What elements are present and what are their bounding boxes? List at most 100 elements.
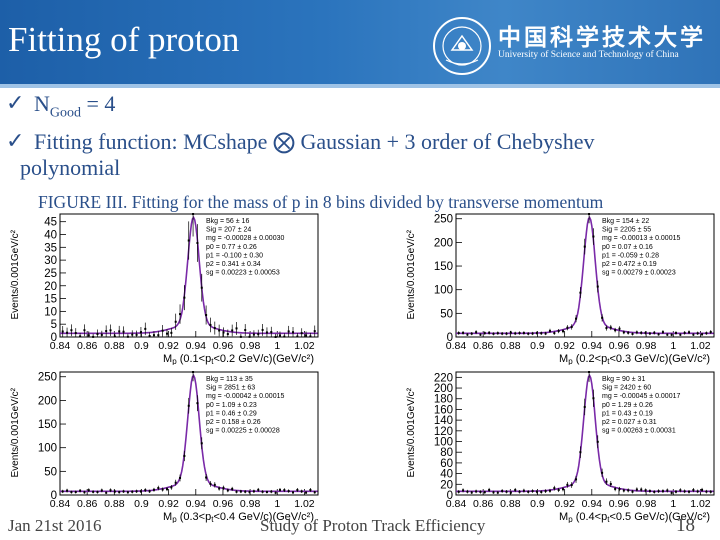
data-point xyxy=(96,333,99,336)
x-tick-label: 1.02 xyxy=(690,340,711,352)
data-point xyxy=(287,330,290,333)
data-point xyxy=(640,488,643,491)
data-point xyxy=(657,490,660,493)
data-point xyxy=(126,335,129,338)
data-point xyxy=(196,402,199,405)
data-point xyxy=(235,327,238,330)
fit-stat: Bkg = 90 ± 31 xyxy=(602,376,645,383)
data-point xyxy=(96,491,99,494)
fit-stat: sg = 0.00263 ± 0.00031 xyxy=(602,428,676,435)
fit-stat: p0 = 1.09 ± 0.23 xyxy=(206,402,257,409)
data-point xyxy=(666,333,669,336)
data-point xyxy=(218,487,221,490)
data-point xyxy=(705,332,708,335)
data-point xyxy=(205,476,208,479)
data-point xyxy=(222,486,225,489)
y-axis-label: Events/0.001GeV/c² xyxy=(10,387,21,477)
data-point xyxy=(475,331,478,334)
data-point xyxy=(688,490,691,493)
y-tick-label: 20 xyxy=(440,479,453,491)
data-point xyxy=(179,313,182,316)
data-point xyxy=(509,331,512,334)
data-point xyxy=(475,490,478,493)
data-point xyxy=(261,328,264,331)
data-point xyxy=(701,333,704,336)
data-point xyxy=(122,490,125,493)
data-point xyxy=(109,329,112,332)
data-point xyxy=(113,335,116,338)
data-point xyxy=(614,487,617,490)
x-axis-label-sub: t xyxy=(211,515,214,523)
data-point xyxy=(509,491,512,494)
data-point xyxy=(166,332,169,335)
y-tick-label: 120 xyxy=(434,426,453,438)
x-axis-label-sub: p xyxy=(172,357,177,365)
y-axis-label: Events/0.001GeV/c² xyxy=(406,229,417,319)
data-point xyxy=(701,488,704,491)
data-point xyxy=(70,491,73,494)
x-axis-label-unit: <0.4 GeV/c)(GeV/c²) xyxy=(213,511,314,523)
slide-title: Fitting of proton xyxy=(8,20,240,59)
data-point xyxy=(296,488,299,491)
x-tick-label: 0.96 xyxy=(213,340,234,352)
x-axis-label-sub: p xyxy=(172,515,177,523)
data-point xyxy=(231,329,234,332)
data-point xyxy=(118,491,121,494)
data-point xyxy=(166,488,169,491)
x-axis-label: Mp (0.1<pt<0.2 GeV/c)(GeV/c²) xyxy=(163,353,314,365)
data-point xyxy=(183,454,186,457)
data-point xyxy=(457,332,460,335)
fit-stat: p0 = 0.07 ± 0.16 xyxy=(602,244,653,251)
data-point xyxy=(244,329,247,332)
data-point xyxy=(618,327,621,330)
x-axis-label-sub: t xyxy=(211,357,214,365)
x-tick-label: 0.96 xyxy=(609,340,630,352)
y-tick-label: 180 xyxy=(434,394,453,406)
x-tick-label: 0.9 xyxy=(134,498,149,510)
data-point xyxy=(488,331,491,334)
data-point xyxy=(674,331,677,334)
data-point xyxy=(135,490,138,493)
data-point xyxy=(74,332,77,335)
figure-caption: FIGURE III. Fitting for the mass of p in… xyxy=(38,192,604,212)
data-point xyxy=(222,331,225,334)
data-point xyxy=(614,329,617,332)
data-point xyxy=(257,333,260,336)
university-name-cn: 中国科学技术大学 xyxy=(498,25,706,51)
x-tick-label: 0.84 xyxy=(446,340,467,352)
data-point xyxy=(653,331,656,334)
data-point xyxy=(83,491,86,494)
x-tick-label: 1.02 xyxy=(294,498,315,510)
data-point xyxy=(457,490,460,493)
data-point xyxy=(109,489,112,492)
x-axis-label-range: (0.1<p xyxy=(177,353,212,365)
data-point xyxy=(270,331,273,334)
data-point xyxy=(575,317,578,320)
y-tick-label: 40 xyxy=(440,469,453,481)
data-point xyxy=(179,476,182,479)
data-point xyxy=(274,491,277,494)
data-point xyxy=(248,335,251,338)
fit-stat: mg = -0.00028 ± 0.00030 xyxy=(206,235,284,242)
data-point xyxy=(544,490,547,493)
x-axis-label-unit: <0.5 GeV/c)(GeV/c²) xyxy=(609,511,710,523)
x-tick-label: 0.94 xyxy=(186,498,207,510)
y-axis-label: Events/0.001GeV/c² xyxy=(406,387,417,477)
data-point xyxy=(305,491,308,494)
data-point xyxy=(596,440,599,443)
y-tick-label: 45 xyxy=(44,217,57,229)
data-point xyxy=(479,333,482,336)
y-tick-label: 60 xyxy=(440,458,453,470)
data-point xyxy=(313,330,316,333)
x-tick-label: 0.94 xyxy=(186,340,207,352)
data-point xyxy=(152,334,155,337)
y-tick-label: 50 xyxy=(440,308,453,320)
fit-stat: mg = -0.00013 ± 0.00015 xyxy=(602,235,680,242)
x-axis-label-range: (0.3<p xyxy=(177,511,212,523)
x-tick-label: 0.92 xyxy=(158,498,179,510)
y-tick-label: 0 xyxy=(447,332,453,344)
fit-stat: p1 = 0.43 ± 0.19 xyxy=(602,410,653,417)
data-point xyxy=(170,486,173,489)
data-point xyxy=(527,332,530,335)
data-point xyxy=(492,491,495,494)
